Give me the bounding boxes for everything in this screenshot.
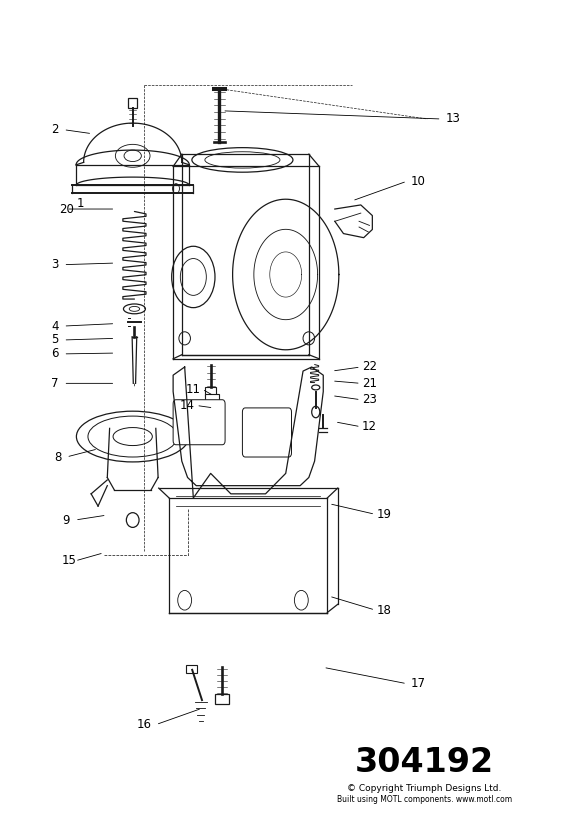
- Ellipse shape: [192, 147, 293, 172]
- FancyBboxPatch shape: [205, 387, 216, 396]
- Text: 23: 23: [362, 393, 377, 406]
- Text: 6: 6: [51, 348, 58, 360]
- Text: 16: 16: [137, 719, 152, 731]
- FancyBboxPatch shape: [205, 394, 219, 407]
- Text: 22: 22: [362, 360, 377, 373]
- Text: 2: 2: [51, 123, 58, 136]
- Text: 11: 11: [186, 382, 201, 396]
- FancyBboxPatch shape: [215, 695, 229, 705]
- Text: 8: 8: [54, 451, 61, 464]
- Text: 4: 4: [51, 320, 58, 333]
- Text: Built using MOTL components. www.motl.com: Built using MOTL components. www.motl.co…: [337, 795, 512, 804]
- Text: 3: 3: [51, 258, 58, 271]
- Text: 13: 13: [446, 113, 461, 125]
- Text: 18: 18: [377, 603, 391, 616]
- FancyBboxPatch shape: [128, 98, 138, 108]
- Text: 7: 7: [51, 377, 58, 390]
- FancyBboxPatch shape: [243, 408, 292, 457]
- Text: 14: 14: [180, 399, 195, 412]
- Text: 21: 21: [362, 377, 377, 390]
- Text: 1: 1: [77, 197, 85, 210]
- Text: 5: 5: [51, 334, 58, 346]
- FancyBboxPatch shape: [173, 400, 225, 445]
- FancyBboxPatch shape: [187, 665, 197, 673]
- Text: © Copyright Triumph Designs Ltd.: © Copyright Triumph Designs Ltd.: [347, 784, 501, 793]
- Text: 15: 15: [62, 555, 76, 568]
- Text: 10: 10: [411, 175, 426, 188]
- Text: 19: 19: [377, 508, 391, 521]
- Text: 17: 17: [411, 677, 426, 691]
- Text: 304192: 304192: [354, 746, 494, 779]
- Text: 12: 12: [362, 420, 377, 433]
- Text: 9: 9: [62, 513, 70, 527]
- Text: 20: 20: [59, 203, 73, 216]
